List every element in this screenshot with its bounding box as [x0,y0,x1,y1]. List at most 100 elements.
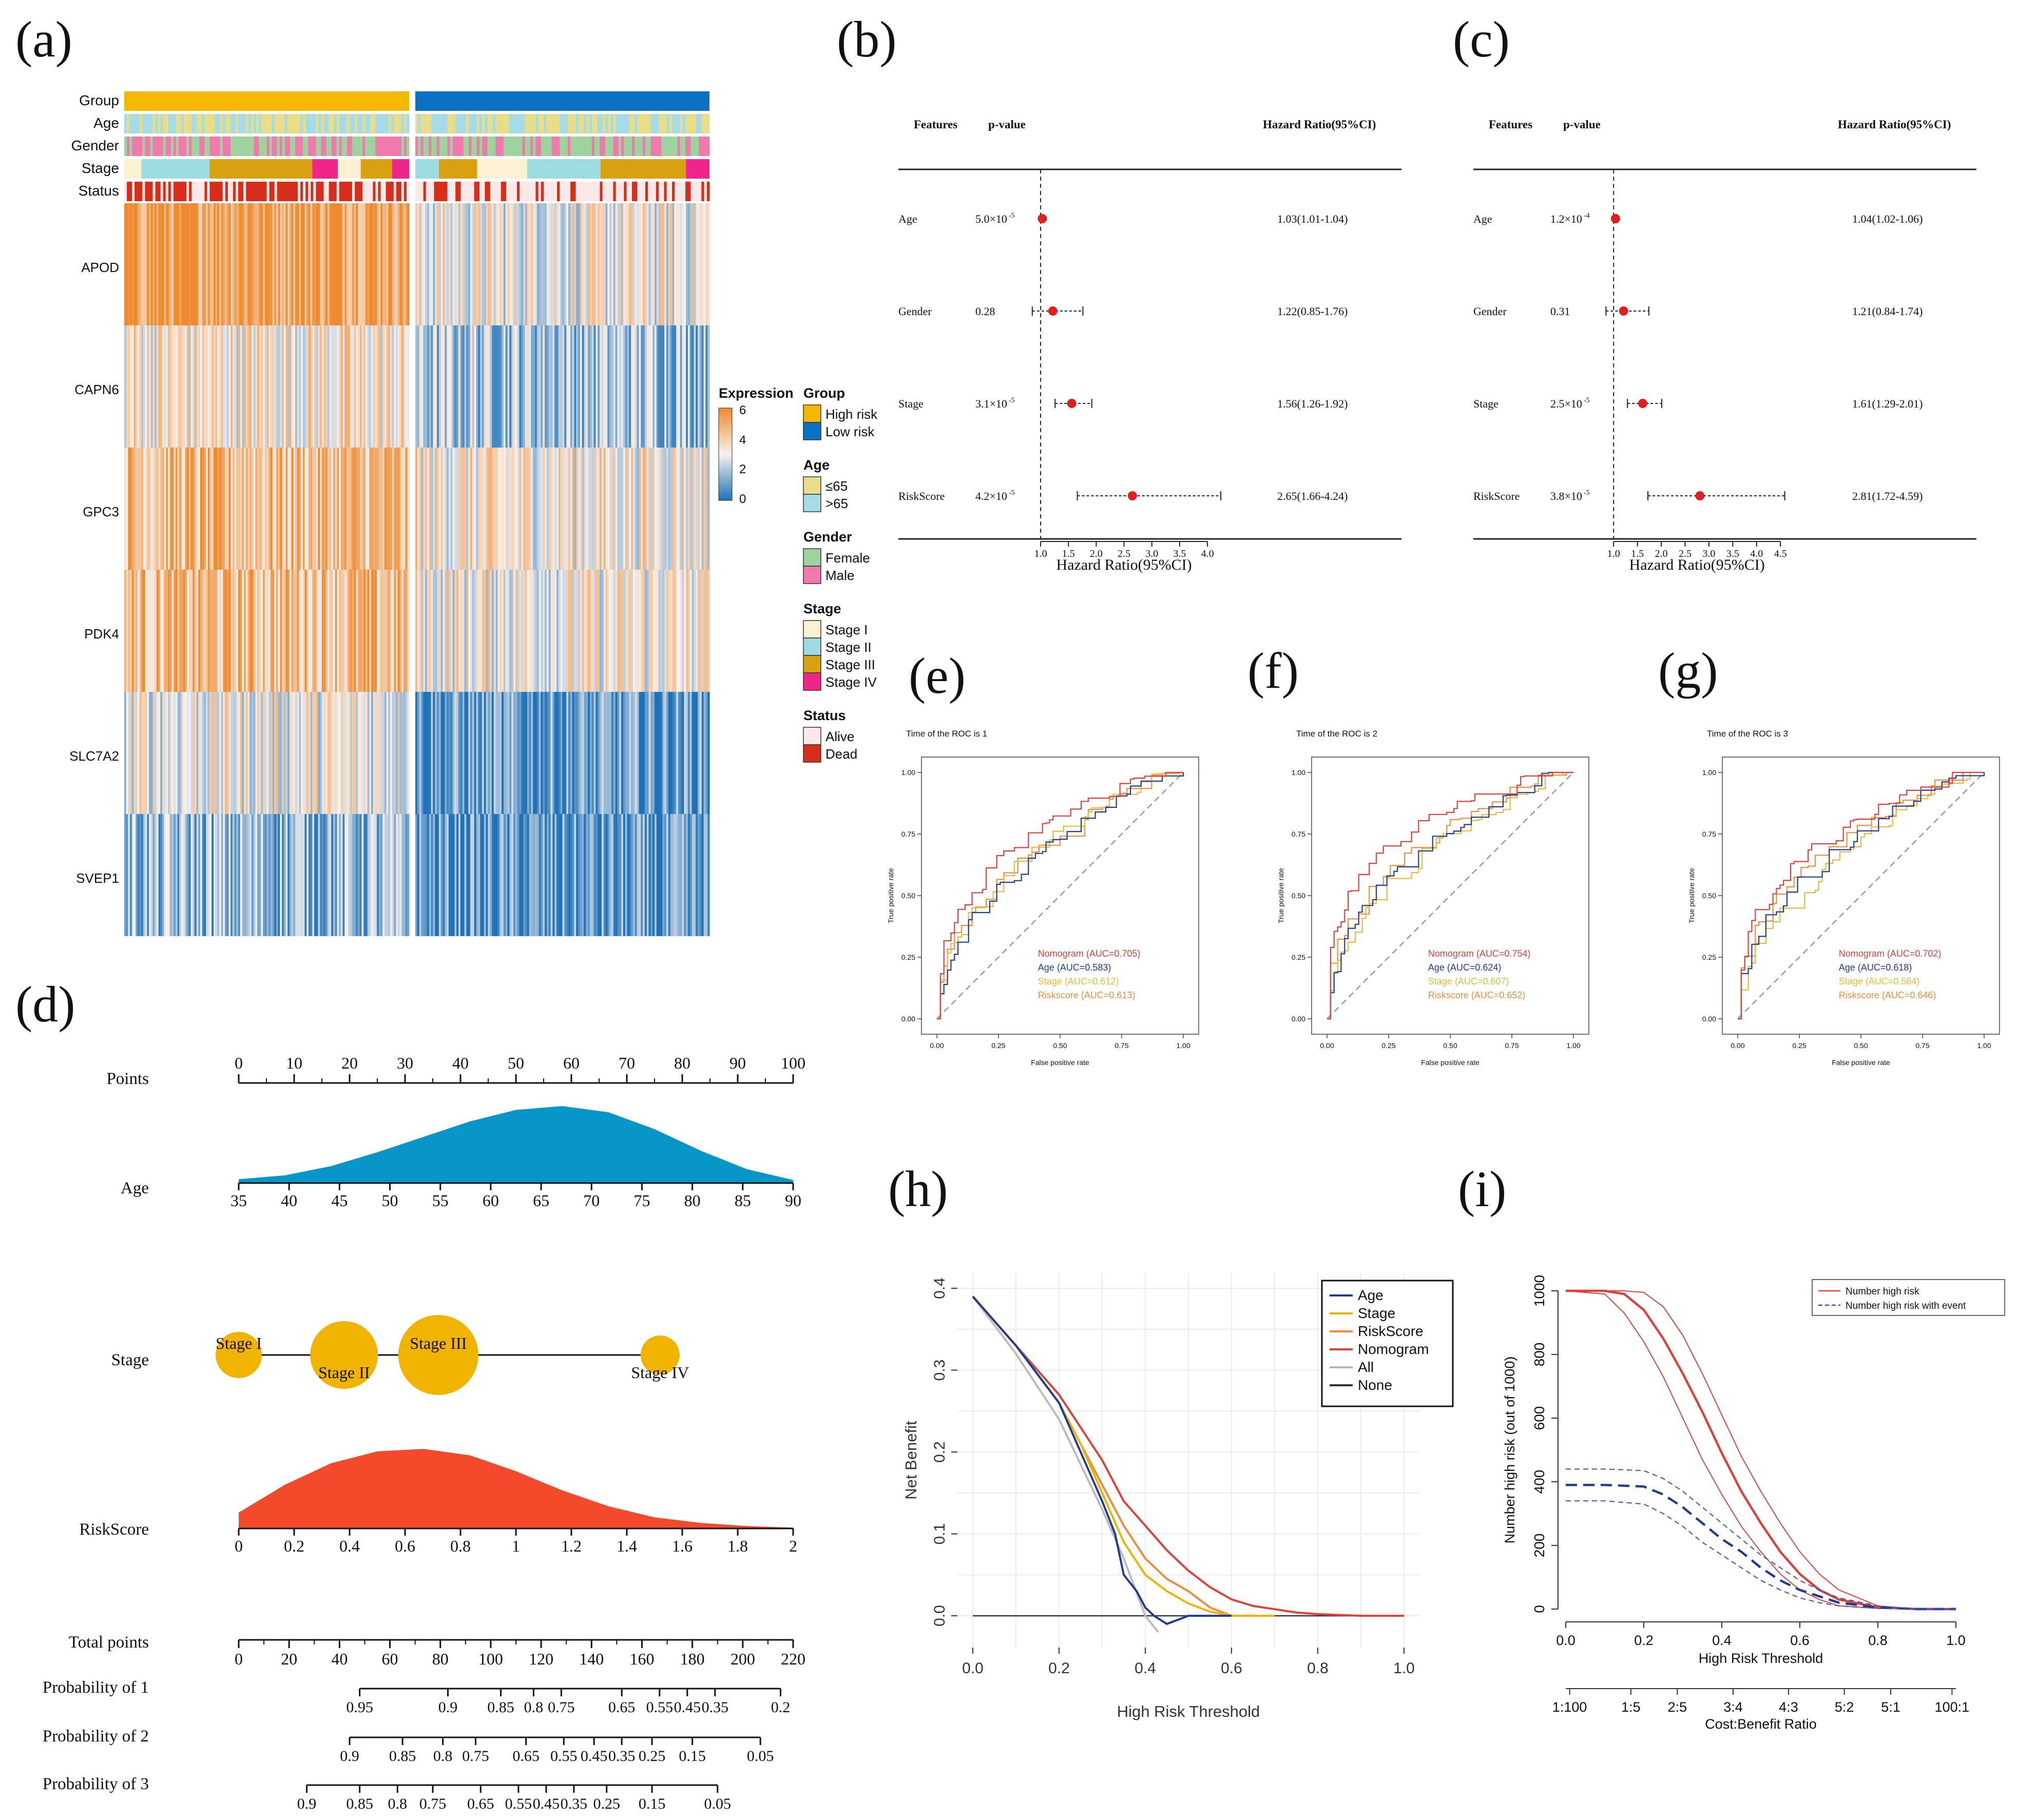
forest-header-features: Features [914,118,957,131]
gender-annotation-cell [578,137,582,156]
heatmap-cell [131,325,134,448]
gender-annotation-cell [442,137,445,156]
status-annotation-cell [594,182,598,201]
status-annotation-cell [386,182,389,201]
heatmap-cell [193,692,195,814]
forest-pvalue-exponent: -5 [1584,489,1590,497]
heatmap-cell [674,814,677,936]
age-annotation-cell [516,114,520,133]
gender-annotation-cell [170,137,174,156]
heatmap-cell [130,203,132,325]
heatmap-cell [264,203,267,325]
panel-label-e: (e) [909,647,966,704]
heatmap-cell [143,692,146,814]
heatmap-cell [407,570,410,692]
heatmap-cell [674,692,677,814]
heatmap-cell [698,814,700,936]
heatmap-cell [155,448,157,570]
age-annotation-cell [653,114,657,133]
heatmap-cell [378,203,381,325]
points-tick-label: 50 [508,1054,524,1072]
age-annotation-cell [396,114,399,133]
heatmap-cell [421,814,424,936]
status-annotation-cell [645,182,648,201]
age-annotation-cell [316,114,319,133]
heatmap-cell [419,448,422,570]
heatmap-cell [386,203,389,325]
heatmap-cell [423,325,426,448]
heatmap-cell [664,692,667,814]
heatmap-cell [162,570,165,692]
forest-hr-text-riskscore: 2.65(1.66-4.24) [1277,490,1348,502]
heatmap-cell [438,203,441,325]
prob3-tick-label: 0.85 [346,1795,373,1812]
gender-annotation-cell [233,137,236,156]
gender-annotation-cell [589,137,592,156]
heatmap-cell [270,448,273,570]
heatmap-cell [607,692,610,814]
heatmap-cell [678,814,681,936]
forest-pvalue-exponent: -5 [1584,397,1590,404]
heatmap-cell [253,570,256,692]
heatmap-cell [429,448,432,570]
status-annotation-cell [373,182,376,201]
heatmap-cell [371,570,374,692]
heatmap-cell [631,448,633,570]
heatmap-cell [249,692,252,814]
roc-x-tick-label: 1.00 [1176,1041,1190,1050]
heatmap-cell [435,814,437,936]
heatmap-cell [570,814,573,936]
heatmap-cell [394,692,396,814]
heatmap-cell [600,203,602,325]
roc-y-tick-label: 0.00 [1292,1015,1305,1023]
heatmap-cell [299,692,301,814]
age-annotation-cell [168,114,171,133]
heatmap-cell [373,203,375,325]
heatmap-cell [503,203,506,325]
heatmap-cell [431,570,433,692]
heatmap-cell [367,814,370,936]
heatmap-cell [320,814,322,936]
heatmap-cell [304,570,307,692]
heatmap-cell [529,448,531,570]
heatmap-cell [701,325,704,448]
status-annotation-cell [290,182,293,201]
heatmap-cell [607,203,610,325]
gender-annotation-cell [132,137,135,156]
nomogram-label-stage: Stage [111,1351,149,1369]
heatmap-cell [531,203,533,325]
heatmap-cell [384,570,387,692]
cic-y-tick-label: 200 [1531,1534,1547,1558]
cic-curve-5 [1566,1468,1956,1610]
heatmap-cell [466,203,469,325]
gender-annotation-cell [127,137,130,156]
heatmap-cell [509,570,512,692]
heatmap-cell [682,570,684,692]
heatmap-cell [314,814,317,936]
heatmap-cell [503,448,506,570]
heatmap-cell [589,814,592,936]
age-annotation-cell [578,114,582,133]
heatmap-cell [458,814,461,936]
heatmap-cell [130,448,132,570]
heatmap-cell [535,814,537,936]
heatmap-cell [613,570,616,692]
heatmap-cell [160,203,163,325]
heatmap-cell [507,692,510,814]
heatmap-cell [333,448,336,570]
heatmap-cell [694,448,696,570]
status-annotation-cell [436,182,440,201]
heatmap-cell [517,448,520,570]
heatmap-cell [356,814,358,936]
stage-annotation-block [360,159,392,179]
heatmap-cell [635,814,638,936]
heatmap-cell [147,448,149,570]
gender-annotation-cell [323,137,327,156]
heatmap-cell [149,692,151,814]
status-annotation-cell [509,182,512,201]
heatmap-cell [308,692,311,814]
status-annotation-cell [352,182,355,201]
forest-point-riskscore [1695,491,1705,500]
heatmap-cell [358,448,360,570]
heatmap-cell [639,692,641,814]
